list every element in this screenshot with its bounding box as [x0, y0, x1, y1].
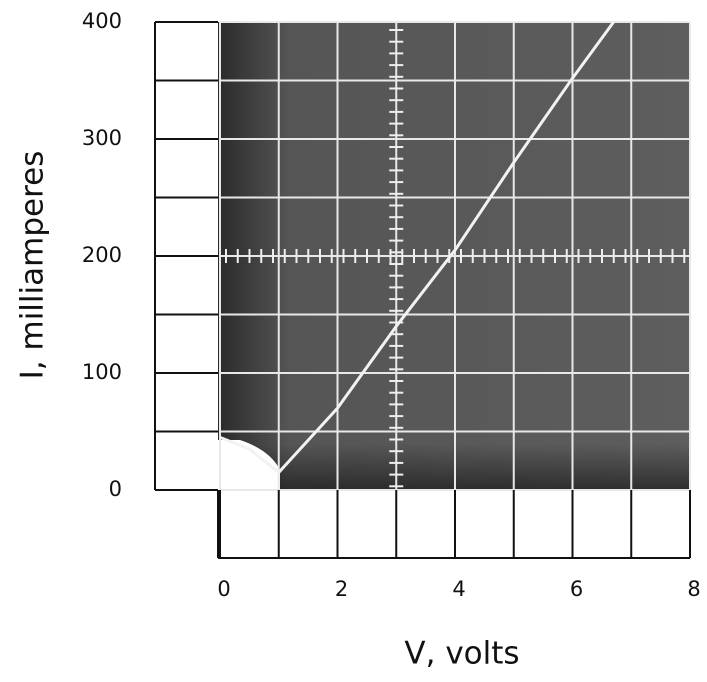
x-tick-label: 6 — [570, 577, 583, 601]
x-axis-label: V, volts — [404, 636, 519, 672]
chart: V, volts I, milliamperes 0 100 200 300 400 0 2… — [0, 0, 707, 682]
y-tick-label: 0 — [109, 477, 122, 501]
x-tick-label: 8 — [687, 577, 700, 601]
x-tick-label: 4 — [452, 577, 465, 601]
x-tick-label: 2 — [335, 577, 348, 601]
y-tick-label: 300 — [82, 126, 122, 150]
y-tick-label: 400 — [82, 9, 122, 33]
x-tick-label: 0 — [217, 577, 230, 601]
y-axis-label: I, milliamperes — [15, 151, 51, 380]
y-tick-label: 200 — [82, 243, 122, 267]
y-tick-label: 100 — [82, 360, 122, 384]
